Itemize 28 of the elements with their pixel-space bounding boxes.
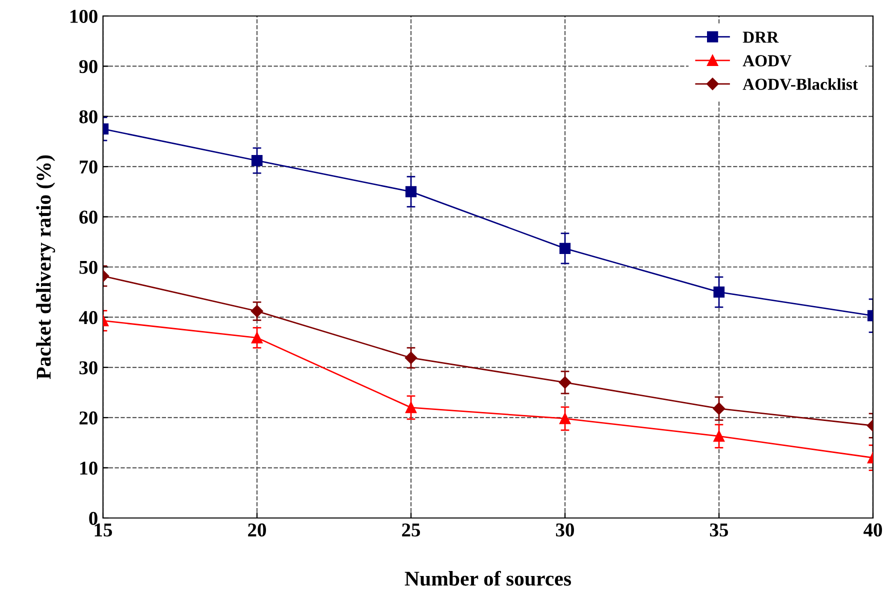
x-tick-label: 35 [710, 523, 728, 537]
y-tick-label: 50 [79, 260, 98, 274]
point [405, 402, 417, 414]
point [559, 242, 571, 254]
y-tick-label: 10 [80, 462, 98, 475]
x-tick-label: 25 [402, 523, 420, 537]
x-tick-label: 30 [556, 523, 574, 537]
point [404, 352, 418, 364]
y-tick-label: 20 [80, 411, 98, 425]
y-tick-label: 40 [78, 311, 98, 324]
x-axis-title: Number of sources [404, 570, 572, 586]
point [405, 186, 417, 198]
x-tick-label: 40 [864, 523, 882, 537]
y-tick-label: 60 [79, 210, 98, 224]
y-tick-label: 70 [80, 160, 98, 174]
y-tick-label: 30 [79, 361, 98, 374]
y-tick-label: 80 [79, 110, 98, 124]
point [559, 413, 571, 424]
legend-label: AODV [742, 55, 792, 66]
y-tick-label: 90 [79, 60, 98, 74]
legend-label: DRR [742, 32, 779, 43]
legend-label: AODV-Blacklist [742, 78, 858, 90]
y-axis-title: Packet delivery ratio (%) [36, 155, 56, 380]
y-tick-label: 0 [89, 512, 98, 525]
point [558, 376, 572, 389]
x-tick-label: 20 [248, 523, 266, 537]
x-tick-label: 15 [94, 524, 112, 537]
y-tick-label: 100 [70, 10, 98, 23]
